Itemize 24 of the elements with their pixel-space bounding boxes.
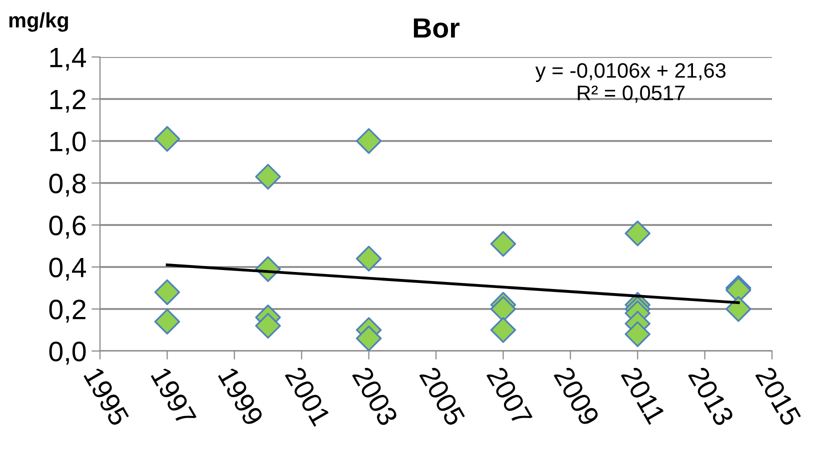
point	[624, 321, 650, 348]
y-tick-label: 0,8	[49, 174, 86, 197]
point	[255, 312, 281, 339]
y-tick-label: 0,2	[49, 300, 86, 323]
y-tick-label: 0,0	[49, 342, 86, 365]
point	[624, 220, 650, 246]
point	[356, 326, 382, 351]
y-tick-label: 0,6	[49, 216, 86, 239]
point	[490, 317, 516, 343]
annotation: y = -0,0106x + 21,63 R² = 0,0517	[535, 63, 726, 103]
point	[154, 308, 180, 334]
point	[726, 296, 752, 322]
point	[154, 279, 180, 306]
y-tick-label: 0,4	[49, 258, 86, 281]
point	[490, 231, 516, 257]
y-tick-label: 1,4	[50, 48, 86, 71]
point	[255, 164, 281, 190]
y-axis-title: mg/kg	[9, 12, 68, 32]
point	[154, 126, 180, 152]
point	[356, 128, 382, 154]
point	[356, 246, 382, 272]
y-tick-label: 1,2	[50, 90, 86, 113]
y-tick-label: 1,0	[50, 132, 86, 155]
chart-title: Bor	[414, 18, 460, 38]
